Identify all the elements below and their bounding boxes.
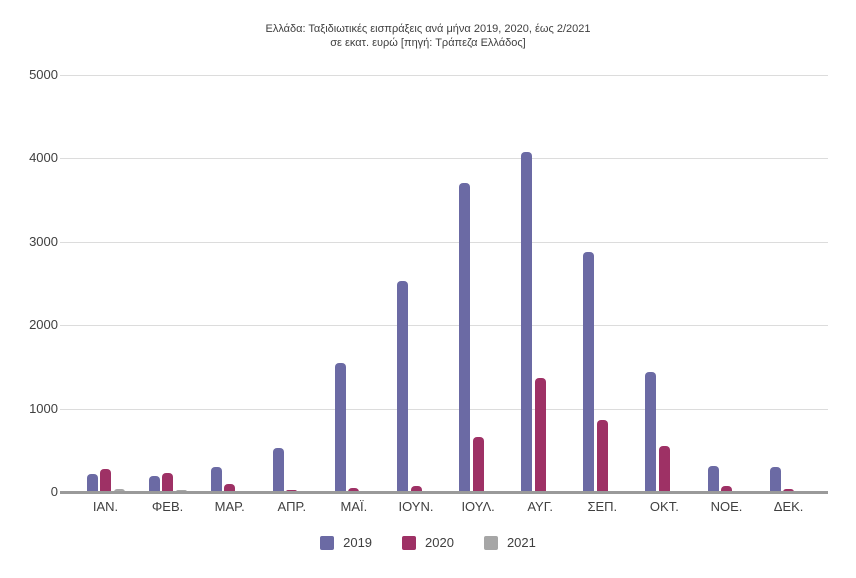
x-axis-label-m03: ΜΑΡ. xyxy=(198,499,262,515)
bar-2019-m09 xyxy=(583,252,594,492)
gridline-2000 xyxy=(60,325,828,326)
x-axis-label-m11: ΝΟΕ. xyxy=(695,499,759,515)
legend-swatch-2020 xyxy=(402,536,416,550)
bar-2019-m07 xyxy=(459,183,470,492)
bar-2019-m08 xyxy=(521,152,532,492)
x-axis-label-m02: ΦΕΒ. xyxy=(136,499,200,515)
bar-2020-m01 xyxy=(100,469,111,492)
chart-legend: 2019 2020 2021 xyxy=(0,535,856,550)
gridline-3000 xyxy=(60,242,828,243)
x-axis-label-m05: ΜΑΪ. xyxy=(322,499,386,515)
legend-swatch-2021 xyxy=(484,536,498,550)
bar-2019-m11 xyxy=(708,466,719,492)
bar-2020-m02 xyxy=(162,473,173,492)
bar-2020-m07 xyxy=(473,437,484,492)
x-axis-label-m07: ΙΟΥΛ. xyxy=(446,499,510,515)
x-axis-label-m08: ΑΥΓ. xyxy=(508,499,572,515)
bar-2020-m08 xyxy=(535,378,546,492)
legend-item-2021: 2021 xyxy=(484,535,536,550)
bar-chart: Ελλάδα: Ταξιδιωτικές εισπράξεις ανά μήνα… xyxy=(0,0,856,578)
y-axis-tick-2000: 2000 xyxy=(8,317,58,333)
y-axis-tick-1000: 1000 xyxy=(8,401,58,417)
gridline-5000 xyxy=(60,75,828,76)
y-axis-tick-5000: 5000 xyxy=(8,67,58,83)
x-axis-label-m09: ΣΕΠ. xyxy=(570,499,634,515)
bar-2019-m10 xyxy=(645,372,656,492)
gridline-1000 xyxy=(60,409,828,410)
bar-2019-m01 xyxy=(87,474,98,492)
x-axis-line xyxy=(60,491,828,494)
chart-title-line2: σε εκατ. ευρώ [πηγή: Τράπεζα Ελλάδος] xyxy=(0,36,856,50)
y-axis-tick-0: 0 xyxy=(8,484,58,500)
x-axis-label-m10: ΟΚΤ. xyxy=(632,499,696,515)
legend-swatch-2019 xyxy=(320,536,334,550)
bar-2019-m12 xyxy=(770,467,781,492)
bar-2019-m04 xyxy=(273,448,284,492)
bar-2019-m06 xyxy=(397,281,408,492)
legend-label-2019: 2019 xyxy=(343,535,372,550)
bar-2019-m02 xyxy=(149,476,160,492)
legend-label-2020: 2020 xyxy=(425,535,454,550)
y-axis-tick-3000: 3000 xyxy=(8,234,58,250)
y-axis-tick-4000: 4000 xyxy=(8,150,58,166)
x-axis-label-m01: ΙΑΝ. xyxy=(74,499,138,515)
chart-title: Ελλάδα: Ταξιδιωτικές εισπράξεις ανά μήνα… xyxy=(0,22,856,50)
x-axis-label-m04: ΑΠΡ. xyxy=(260,499,324,515)
bar-2019-m03 xyxy=(211,467,222,492)
gridline-4000 xyxy=(60,158,828,159)
x-axis-label-m06: ΙΟΥΝ. xyxy=(384,499,448,515)
legend-label-2021: 2021 xyxy=(507,535,536,550)
bar-2020-m09 xyxy=(597,420,608,492)
legend-item-2019: 2019 xyxy=(320,535,372,550)
bar-2020-m10 xyxy=(659,446,670,492)
chart-title-line1: Ελλάδα: Ταξιδιωτικές εισπράξεις ανά μήνα… xyxy=(0,22,856,36)
x-axis-label-m12: ΔΕΚ. xyxy=(757,499,821,515)
bar-2019-m05 xyxy=(335,363,346,492)
legend-item-2020: 2020 xyxy=(402,535,454,550)
